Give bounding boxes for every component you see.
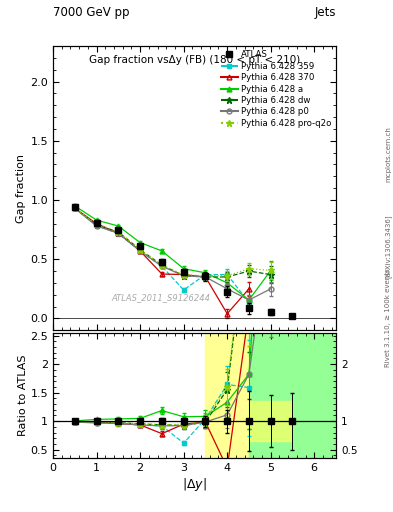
Y-axis label: Gap fraction: Gap fraction (16, 154, 26, 223)
Text: Gap fraction vsΔy (FB) (180 < pT < 210): Gap fraction vsΔy (FB) (180 < pT < 210) (89, 55, 300, 65)
Legend: ATLAS, Pythia 6.428 359, Pythia 6.428 370, Pythia 6.428 a, Pythia 6.428 dw, Pyth: ATLAS, Pythia 6.428 359, Pythia 6.428 37… (219, 49, 333, 130)
Text: Rivet 3.1.10, ≥ 100k events: Rivet 3.1.10, ≥ 100k events (385, 268, 391, 367)
Bar (249, 401, 292, 441)
Text: Jets: Jets (314, 7, 336, 19)
Text: mcplots.cern.ch: mcplots.cern.ch (385, 125, 391, 182)
Text: ATLAS_2011_S9126244: ATLAS_2011_S9126244 (111, 293, 210, 302)
Text: 7000 GeV pp: 7000 GeV pp (53, 7, 130, 19)
Y-axis label: Ratio to ATLAS: Ratio to ATLAS (18, 355, 28, 436)
Bar (206, 333, 249, 458)
Bar (249, 333, 336, 458)
X-axis label: $|\Delta y|$: $|\Delta y|$ (182, 476, 207, 493)
Text: [arXiv:1306.3436]: [arXiv:1306.3436] (384, 214, 391, 278)
